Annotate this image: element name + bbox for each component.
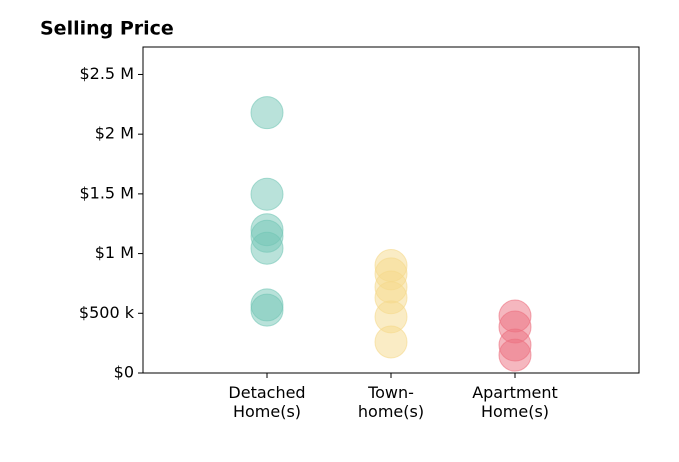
point (250, 293, 284, 327)
y-tick-label: $2.5 M (79, 64, 134, 83)
y-tick-label: $2 M (95, 124, 134, 143)
y-tick-label: $0 (114, 363, 134, 382)
y-tick-label: $1 M (95, 243, 134, 262)
point (250, 177, 284, 211)
y-tick-label: $1.5 M (79, 183, 134, 202)
x-tick-label: Apartment Home(s) (472, 383, 558, 421)
chart-title: Selling Price (40, 18, 174, 40)
point (374, 325, 408, 359)
point (250, 231, 284, 265)
x-tick-label: Detached Home(s) (228, 383, 306, 421)
point (498, 338, 532, 372)
point (250, 96, 284, 130)
x-tick-label: Town- home(s) (357, 383, 425, 421)
y-tick-label: $500 k (79, 303, 135, 322)
